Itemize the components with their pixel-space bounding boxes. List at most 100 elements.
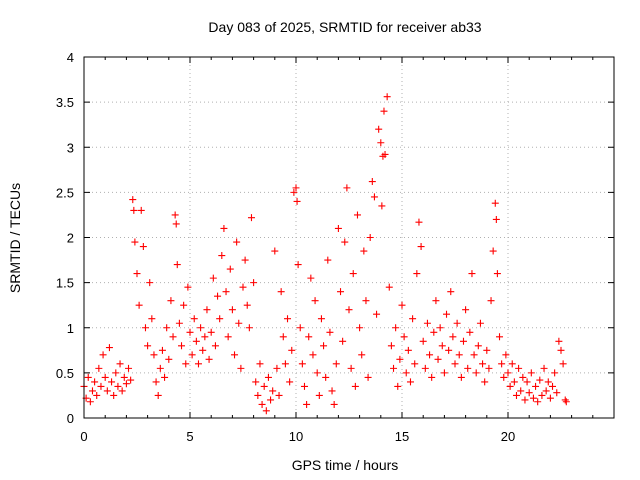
data-point: [426, 351, 434, 359]
data-point: [99, 351, 107, 359]
x-tick-label: 15: [395, 429, 409, 444]
y-tick-label: 2: [67, 231, 74, 246]
data-point: [549, 382, 557, 390]
data-point: [239, 283, 247, 291]
data-point: [330, 400, 338, 408]
y-tick-label: 2.5: [56, 185, 74, 200]
data-point: [368, 178, 376, 186]
data-point: [462, 306, 470, 314]
data-point: [192, 337, 200, 345]
data-point: [326, 328, 334, 336]
data-point: [468, 270, 476, 278]
data-point: [184, 283, 192, 291]
data-point: [449, 333, 457, 341]
data-point: [91, 378, 99, 386]
grid-layer: [84, 57, 614, 418]
data-point: [300, 382, 308, 390]
data-point: [378, 202, 386, 210]
data-point: [190, 315, 198, 323]
data-point: [445, 346, 453, 354]
data-point: [277, 288, 285, 296]
data-point: [360, 247, 368, 255]
data-point: [148, 315, 156, 323]
data-point: [349, 270, 357, 278]
data-point: [366, 234, 374, 241]
data-point: [523, 378, 531, 386]
data-point: [487, 297, 495, 305]
data-point: [491, 199, 499, 207]
data-point: [156, 364, 164, 372]
data-point: [521, 396, 529, 404]
data-point: [415, 218, 423, 226]
data-point: [178, 342, 186, 350]
data-point: [252, 378, 260, 386]
y-tick-label: 1: [67, 321, 74, 336]
data-point: [551, 369, 559, 377]
data-point: [182, 360, 190, 368]
data-point: [93, 391, 101, 399]
data-point: [313, 369, 321, 377]
data-point: [483, 346, 491, 354]
data-point: [455, 351, 463, 359]
data-point: [406, 378, 414, 386]
data-point: [398, 301, 406, 309]
data-point: [97, 382, 105, 390]
data-point: [296, 324, 304, 332]
y-axis-title: SRMTID / TECUs: [7, 183, 23, 293]
y-tick-label: 0: [67, 411, 74, 426]
data-point: [328, 387, 336, 395]
data-point: [305, 333, 313, 341]
data-point: [438, 342, 446, 350]
tick-layer: 0 0.5 1 1.5 2 2.5 3 3.5 4 0 5 10 15 20: [56, 50, 615, 444]
data-point: [247, 214, 255, 222]
data-point: [347, 364, 355, 372]
data-point: [373, 310, 381, 318]
data-point: [538, 391, 546, 399]
data-point: [532, 382, 540, 390]
data-point: [188, 351, 196, 359]
data-point: [194, 360, 202, 368]
data-point: [130, 206, 138, 214]
data-point: [345, 306, 353, 314]
data-point: [101, 373, 109, 381]
data-point: [209, 274, 217, 282]
data-point: [315, 391, 323, 399]
data-point: [199, 346, 207, 354]
data-point: [205, 355, 213, 363]
data-point: [267, 396, 275, 404]
data-point: [377, 139, 385, 147]
data-point: [137, 206, 145, 214]
data-point: [512, 391, 520, 399]
data-point: [120, 373, 128, 381]
data-point: [88, 387, 96, 395]
data-point: [84, 373, 92, 381]
data-point: [186, 328, 194, 336]
data-point: [394, 382, 402, 390]
data-point: [311, 297, 319, 305]
data-point: [474, 342, 482, 350]
data-point: [364, 373, 372, 381]
data-point: [534, 398, 542, 406]
data-point: [411, 360, 419, 368]
data-point: [86, 398, 94, 406]
data-point: [135, 301, 143, 309]
data-point: [341, 238, 349, 246]
data-point: [293, 197, 301, 205]
data-point: [233, 238, 241, 246]
data-point: [275, 391, 283, 399]
data-point: [447, 288, 455, 296]
data-point: [144, 342, 152, 350]
data-point: [489, 247, 497, 255]
data-point: [322, 373, 330, 381]
data-point: [362, 297, 370, 305]
data-point: [264, 373, 272, 381]
data-point: [428, 373, 436, 381]
data-point: [273, 364, 281, 372]
x-axis-title: GPS time / hours: [292, 457, 399, 473]
data-point: [245, 324, 253, 332]
x-tick-label: 5: [186, 429, 193, 444]
data-point: [324, 256, 332, 264]
data-point: [175, 319, 183, 327]
data-point: [557, 346, 565, 354]
